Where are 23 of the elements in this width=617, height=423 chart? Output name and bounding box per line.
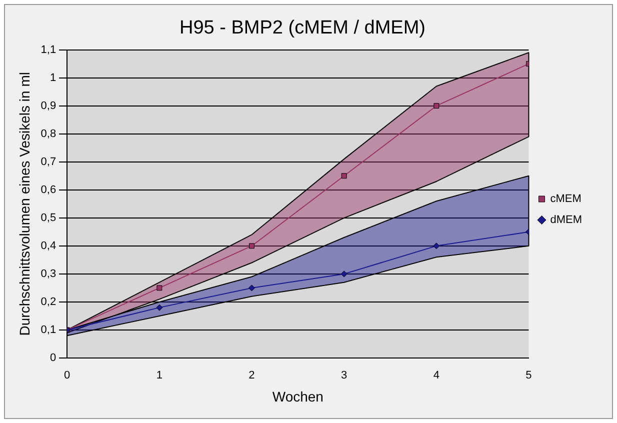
y-tick-label: 0,3 (40, 268, 56, 280)
x-tick-label: 3 (341, 370, 348, 382)
y-tick-label: 0,5 (40, 212, 56, 224)
y-tick-label: 0 (50, 352, 56, 364)
x-axis-title: Wochen (272, 388, 324, 404)
x-tick-label: 5 (526, 370, 532, 382)
y-tick-label: 0,4 (40, 240, 56, 252)
legend-label: dMEM (550, 214, 582, 226)
y-tick-label: 0,9 (40, 100, 56, 112)
y-tick-label: 0,6 (40, 184, 56, 196)
y-tick-label: 0,7 (40, 156, 56, 168)
x-tick-label: 1 (156, 370, 162, 382)
chart-title: H95 - BMP2 (cMEM / dMEM) (180, 18, 426, 39)
x-tick-label: 0 (64, 370, 70, 382)
y-tick-label: 0,8 (40, 128, 56, 140)
y-tick-label: 0,1 (40, 324, 56, 336)
x-tick-label: 4 (433, 370, 440, 382)
y-axis-title: Durchschnittsvolumen eines Vesikels in ml (16, 72, 32, 336)
y-tick-label: 1 (50, 72, 56, 84)
legend-label: cMEM (550, 193, 582, 206)
y-tick-label: 0,2 (40, 296, 56, 308)
x-tick-label: 2 (248, 370, 255, 382)
y-tick-label: 1,1 (40, 44, 56, 56)
